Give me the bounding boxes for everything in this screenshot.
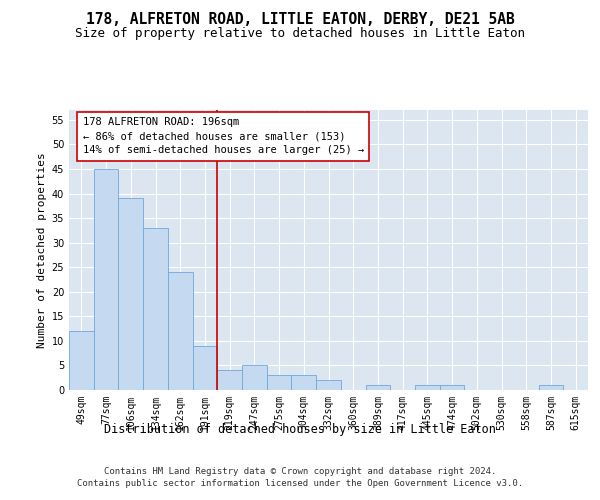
Bar xyxy=(415,385,440,390)
Text: Contains HM Land Registry data © Crown copyright and database right 2024.
Contai: Contains HM Land Registry data © Crown c… xyxy=(77,468,523,488)
Text: Distribution of detached houses by size in Little Eaton: Distribution of detached houses by size … xyxy=(104,422,496,436)
Bar xyxy=(539,385,563,390)
Bar xyxy=(217,370,242,390)
Text: 178 ALFRETON ROAD: 196sqm
← 86% of detached houses are smaller (153)
14% of semi: 178 ALFRETON ROAD: 196sqm ← 86% of detac… xyxy=(83,118,364,156)
Bar xyxy=(94,169,118,390)
Bar xyxy=(69,331,94,390)
Bar xyxy=(143,228,168,390)
Bar xyxy=(267,376,292,390)
Bar xyxy=(440,385,464,390)
Bar xyxy=(316,380,341,390)
Bar xyxy=(292,376,316,390)
Bar xyxy=(193,346,217,390)
Y-axis label: Number of detached properties: Number of detached properties xyxy=(37,152,47,348)
Bar xyxy=(365,385,390,390)
Text: Size of property relative to detached houses in Little Eaton: Size of property relative to detached ho… xyxy=(75,28,525,40)
Bar xyxy=(118,198,143,390)
Bar xyxy=(168,272,193,390)
Text: 178, ALFRETON ROAD, LITTLE EATON, DERBY, DE21 5AB: 178, ALFRETON ROAD, LITTLE EATON, DERBY,… xyxy=(86,12,514,28)
Bar xyxy=(242,366,267,390)
